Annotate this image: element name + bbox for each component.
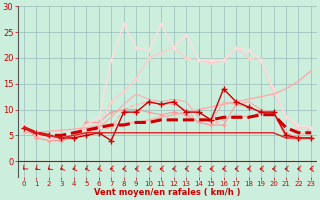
X-axis label: Vent moyen/en rafales ( km/h ): Vent moyen/en rafales ( km/h ) [94, 188, 241, 197]
